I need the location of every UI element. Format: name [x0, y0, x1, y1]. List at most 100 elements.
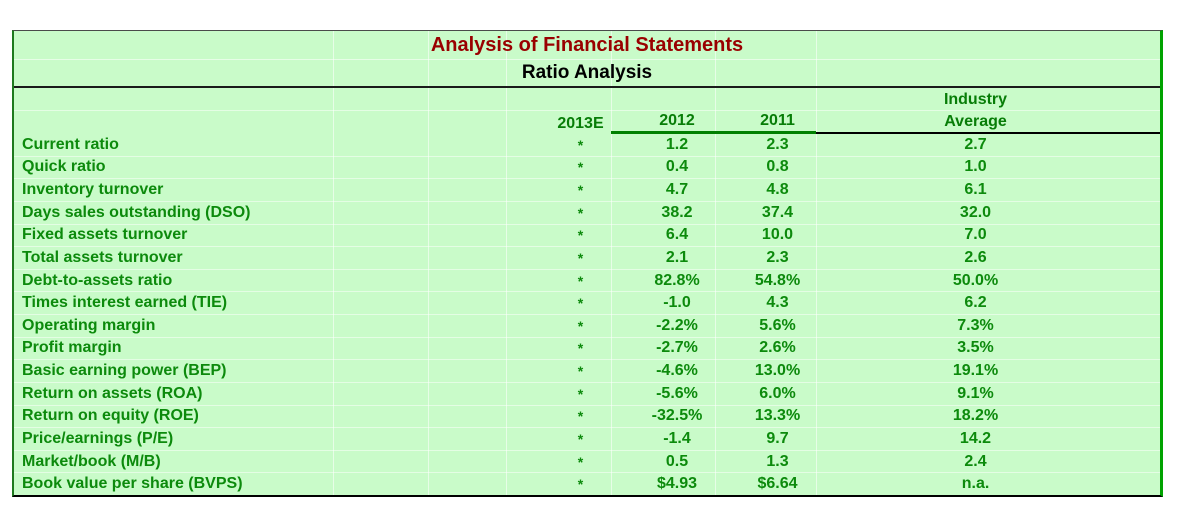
cell-2012[interactable]: $4.93 — [656, 475, 698, 493]
row-label[interactable]: Days sales outstanding (DSO) — [22, 203, 251, 221]
cell-industry[interactable]: 6.2 — [964, 294, 987, 312]
table-row: Return on assets (ROA) * -5.6% 6.0% 9.1% — [14, 381, 1160, 405]
cell-industry[interactable]: 19.1% — [952, 362, 999, 380]
cell-2012[interactable]: -32.5% — [651, 407, 703, 425]
cell-2012[interactable]: 6.4 — [665, 226, 689, 244]
table-row: Return on equity (ROE) * -32.5% 13.3% 18.2% — [14, 404, 1160, 428]
row-label[interactable]: Book value per share (BVPS) — [22, 475, 243, 493]
cell-industry[interactable]: 7.3% — [957, 316, 994, 334]
cell-2013e[interactable]: * — [577, 476, 584, 493]
cell-industry[interactable]: 14.2 — [959, 429, 992, 447]
header-2011[interactable]: 2011 — [715, 111, 816, 134]
cell-2013e[interactable]: * — [577, 453, 584, 470]
cell-industry[interactable]: 50.0% — [952, 271, 999, 289]
cell-2011[interactable]: 9.7 — [766, 429, 789, 447]
row-label[interactable]: Current ratio — [22, 135, 119, 153]
cell-industry[interactable]: 7.0 — [964, 226, 987, 244]
cell-industry[interactable]: 3.5% — [957, 339, 994, 357]
row-label[interactable]: Basic earning power (BEP) — [22, 362, 227, 380]
cell-2013e[interactable]: * — [577, 295, 584, 312]
row-label[interactable]: Price/earnings (P/E) — [22, 429, 174, 447]
header-2013e[interactable]: 2013E — [557, 115, 604, 132]
cell-2013e[interactable]: * — [577, 363, 584, 380]
header-empty-label2 — [14, 111, 506, 134]
cell-2012[interactable]: -5.6% — [656, 384, 698, 402]
gridline-vertical — [333, 31, 334, 495]
cell-2013e[interactable]: * — [577, 159, 584, 176]
cell-2011[interactable]: 2.3 — [766, 248, 789, 266]
cell-2012[interactable]: 2.1 — [665, 248, 689, 266]
row-label[interactable]: Fixed assets turnover — [22, 226, 188, 244]
table-row: Price/earnings (P/E) * -1.4 9.7 14.2 — [14, 427, 1160, 450]
row-label[interactable]: Market/book (M/B) — [22, 452, 161, 470]
cell-2011[interactable]: 13.3% — [754, 407, 801, 425]
cell-2011[interactable]: 2.3 — [766, 135, 789, 153]
cell-2012[interactable]: -2.2% — [656, 316, 698, 334]
cell-2013e[interactable]: * — [577, 136, 584, 153]
cell-2013e[interactable]: * — [577, 340, 584, 357]
cell-2013e[interactable]: * — [577, 204, 584, 221]
header-empty-2013 — [506, 88, 611, 110]
cell-2013e[interactable]: * — [577, 227, 584, 244]
gridline-vertical — [715, 31, 716, 495]
cell-2012[interactable]: -2.7% — [656, 339, 698, 357]
cell-2012[interactable]: 0.4 — [665, 158, 689, 176]
cell-2013e[interactable]: * — [577, 182, 584, 199]
row-label[interactable]: Quick ratio — [22, 158, 106, 176]
table-row: Market/book (M/B) * 0.5 1.3 2.4 — [14, 449, 1160, 473]
cell-2012[interactable]: 4.7 — [665, 181, 689, 199]
row-label[interactable]: Profit margin — [22, 339, 122, 357]
cell-2013e[interactable]: * — [577, 317, 584, 334]
cell-industry[interactable]: 2.7 — [964, 135, 987, 153]
row-label[interactable]: Return on assets (ROA) — [22, 384, 203, 402]
gridline-vertical — [506, 31, 507, 495]
cell-2012[interactable]: -1.0 — [663, 294, 691, 312]
cell-industry[interactable]: 1.0 — [964, 158, 987, 176]
row-label[interactable]: Debt-to-assets ratio — [22, 271, 173, 289]
cell-2012[interactable]: 1.2 — [665, 135, 689, 153]
header-2012[interactable]: 2012 — [611, 111, 715, 134]
cell-industry[interactable]: 6.1 — [964, 181, 987, 199]
cell-2012[interactable]: -4.6% — [656, 362, 698, 380]
table-row: Operating margin * -2.2% 5.6% 7.3% — [14, 314, 1160, 337]
cell-2011[interactable]: 13.0% — [754, 362, 801, 380]
cell-industry[interactable]: 2.6 — [964, 248, 987, 266]
row-label[interactable]: Total assets turnover — [22, 248, 183, 266]
gridline-vertical — [816, 31, 817, 495]
cell-2012[interactable]: 82.8% — [654, 271, 700, 289]
row-label[interactable]: Operating margin — [22, 316, 156, 334]
header-industry-line1[interactable]: Industry — [943, 91, 1008, 108]
cell-industry[interactable]: 18.2% — [952, 407, 999, 425]
cell-2011[interactable]: 10.0 — [761, 226, 794, 244]
cell-2012[interactable]: -1.4 — [663, 429, 691, 447]
row-label[interactable]: Times interest earned (TIE) — [22, 294, 228, 312]
cell-2013e[interactable]: * — [577, 272, 584, 289]
cell-industry[interactable]: n.a. — [961, 475, 990, 493]
cell-2013e[interactable]: * — [577, 430, 584, 447]
cell-2011[interactable]: 6.0% — [759, 384, 796, 402]
row-label[interactable]: Inventory turnover — [22, 181, 164, 199]
cell-2011[interactable]: 37.4 — [761, 203, 794, 221]
cell-2011[interactable]: 5.6% — [759, 316, 796, 334]
cell-industry[interactable]: 32.0 — [959, 203, 992, 221]
table-row: Days sales outstanding (DSO) * 38.2 37.4 32.… — [14, 200, 1160, 224]
cell-2011[interactable]: 0.8 — [766, 158, 789, 176]
gridline-vertical — [611, 31, 612, 495]
cell-2012[interactable]: 38.2 — [661, 203, 693, 221]
cell-2013e[interactable]: * — [577, 408, 584, 425]
cell-2011[interactable]: 54.8% — [754, 271, 801, 289]
cell-industry[interactable]: 2.4 — [964, 452, 987, 470]
gridline-vertical — [428, 31, 429, 495]
cell-2011[interactable]: 1.3 — [766, 452, 789, 470]
table-row: Fixed assets turnover * 6.4 10.0 7.0 — [14, 223, 1160, 247]
cell-2013e[interactable]: * — [577, 385, 584, 402]
cell-2011[interactable]: 4.8 — [766, 181, 789, 199]
row-label[interactable]: Return on equity (ROE) — [22, 407, 199, 425]
cell-2011[interactable]: 4.3 — [766, 294, 789, 312]
cell-2013e[interactable]: * — [577, 249, 584, 266]
header-industry-line2[interactable]: Average — [816, 111, 1160, 134]
cell-2011[interactable]: 2.6% — [759, 339, 796, 357]
cell-industry[interactable]: 9.1% — [957, 384, 994, 402]
cell-2012[interactable]: 0.5 — [665, 452, 689, 470]
cell-2011[interactable]: $6.64 — [757, 475, 798, 493]
